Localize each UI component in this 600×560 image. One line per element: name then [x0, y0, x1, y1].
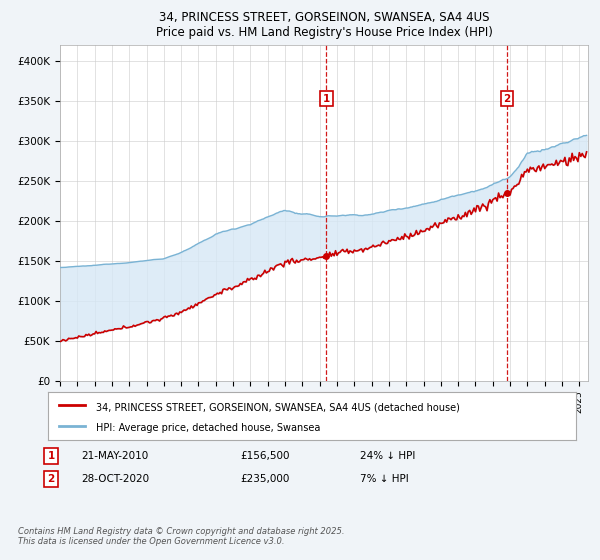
Text: Contains HM Land Registry data © Crown copyright and database right 2025.
This d: Contains HM Land Registry data © Crown c…	[18, 526, 344, 546]
Text: 2: 2	[503, 94, 511, 104]
Text: £156,500: £156,500	[240, 451, 290, 461]
Text: 1: 1	[323, 94, 330, 104]
Text: 28-OCT-2020: 28-OCT-2020	[81, 474, 149, 484]
Text: 21-MAY-2010: 21-MAY-2010	[81, 451, 148, 461]
Text: £235,000: £235,000	[240, 474, 289, 484]
Text: 1: 1	[47, 451, 55, 461]
Text: 34, PRINCESS STREET, GORSEINON, SWANSEA, SA4 4US (detached house): 34, PRINCESS STREET, GORSEINON, SWANSEA,…	[95, 402, 460, 412]
Text: 2: 2	[47, 474, 55, 484]
Text: 7% ↓ HPI: 7% ↓ HPI	[360, 474, 409, 484]
Text: 24% ↓ HPI: 24% ↓ HPI	[360, 451, 415, 461]
Text: HPI: Average price, detached house, Swansea: HPI: Average price, detached house, Swan…	[95, 423, 320, 433]
Title: 34, PRINCESS STREET, GORSEINON, SWANSEA, SA4 4US
Price paid vs. HM Land Registry: 34, PRINCESS STREET, GORSEINON, SWANSEA,…	[155, 11, 493, 39]
